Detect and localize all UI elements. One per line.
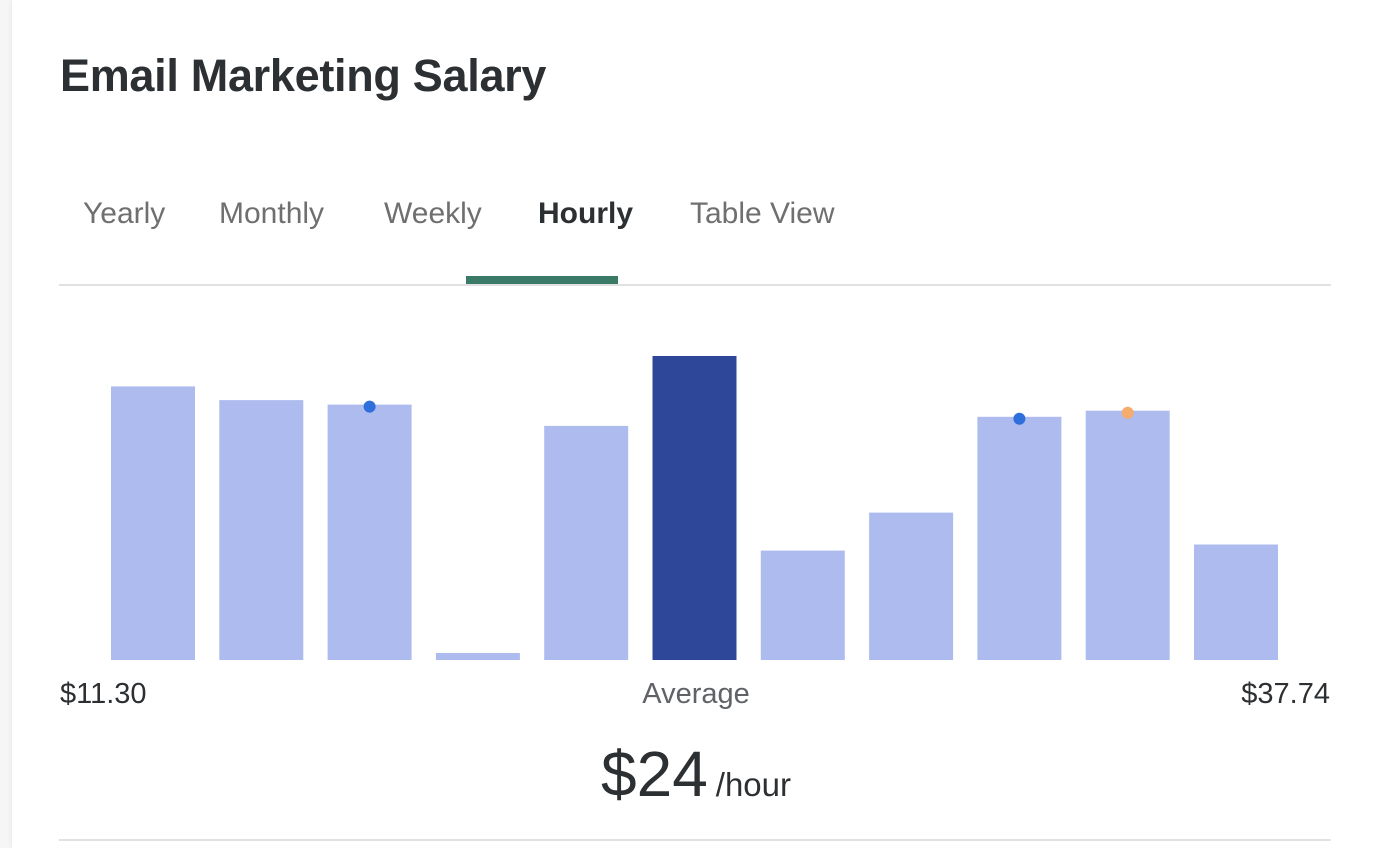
average-amount: $24	[601, 738, 708, 810]
chart-bar	[435, 653, 520, 660]
chart-marker-blue	[1013, 412, 1026, 425]
chart-bar	[1085, 410, 1170, 660]
tab-hourly[interactable]: Hourly	[538, 197, 634, 230]
page-title: Email Marketing Salary	[60, 50, 547, 101]
chart-bar	[1194, 544, 1278, 660]
tab-table-view[interactable]: Table View	[690, 197, 835, 230]
chart-bar	[111, 386, 195, 660]
chart-bar	[869, 512, 954, 660]
chart-bar	[327, 404, 412, 660]
tab-bar: Yearly Monthly Weekly Hourly Table View	[59, 0, 1331, 286]
tab-monthly[interactable]: Monthly	[219, 197, 325, 230]
chart-bar	[219, 400, 304, 660]
tab-weekly[interactable]: Weekly	[384, 197, 482, 230]
salary-card: Email Marketing Salary Yearly Monthly We…	[12, 0, 1380, 848]
active-tab-indicator	[466, 276, 618, 284]
chart-marker-orange	[1121, 406, 1134, 419]
range-min-label: $11.30	[60, 678, 147, 710]
average-value: $24/hour	[12, 737, 1380, 811]
chart-bar-average	[652, 356, 737, 660]
bottom-divider	[59, 839, 1331, 841]
average-unit: /hour	[715, 766, 791, 803]
chart-bar	[760, 550, 845, 660]
salary-distribution-chart	[111, 356, 1278, 660]
chart-marker-blue	[363, 400, 376, 413]
range-max-label: $37.74	[1241, 678, 1330, 710]
tab-yearly[interactable]: Yearly	[83, 197, 166, 230]
average-label: Average	[642, 678, 750, 710]
chart-bar	[544, 425, 629, 660]
chart-bar	[977, 416, 1062, 660]
